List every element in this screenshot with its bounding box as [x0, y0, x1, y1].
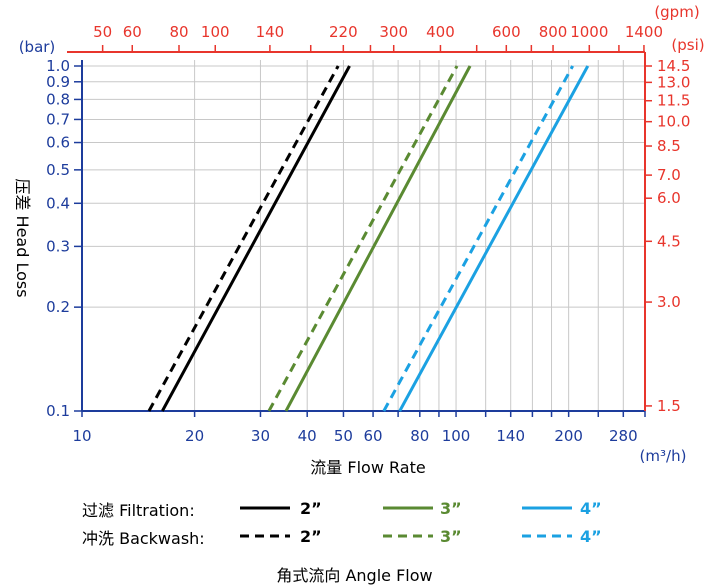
x-tick-label: 60: [364, 427, 383, 445]
right-tick-label: 7.0: [657, 166, 681, 184]
x-tick-label: 200: [554, 427, 583, 445]
legend-size-label: 2”: [300, 527, 322, 546]
x-tick-label: 20: [185, 427, 204, 445]
legend-size-label: 4”: [580, 527, 602, 546]
y-tick-label: 0.8: [46, 90, 70, 108]
x-tick-label: 30: [251, 427, 270, 445]
x-tick-label: 100: [442, 427, 471, 445]
top-tick-label: 1400: [625, 23, 663, 41]
series-line-4in-filtration: [398, 65, 590, 412]
x-tick-label: 40: [298, 427, 317, 445]
right-tick-label: 1.5: [657, 397, 681, 415]
top-tick-label: 220: [329, 23, 358, 41]
y-tick-label: 0.5: [46, 161, 70, 179]
x-tick-label: 280: [609, 427, 638, 445]
legend-size-label: 2”: [300, 499, 322, 518]
y-unit-label: (bar): [19, 38, 56, 56]
y-tick-label: 0.9: [46, 73, 70, 91]
x-tick-label: 80: [410, 427, 429, 445]
y-tick-label: 0.4: [46, 194, 70, 212]
y-tick-label: 0.2: [46, 298, 70, 316]
top-tick-label: 400: [426, 23, 455, 41]
right-tick-label: 8.5: [657, 137, 681, 155]
series-line-3in-backwash: [267, 65, 459, 412]
y-tick-label: 0.7: [46, 110, 70, 128]
legend-size-label: 3”: [440, 527, 462, 546]
legend-backwash-label: 冲洗 Backwash:: [82, 529, 205, 548]
right-tick-label: 11.5: [657, 92, 690, 110]
right-tick-label: 10.0: [657, 113, 690, 131]
top-tick-label: 50: [93, 23, 112, 41]
legend-size-label: 4”: [580, 499, 602, 518]
x-axis-title: 流量 Flow Rate: [310, 458, 425, 477]
y-tick-label: 0.1: [46, 402, 70, 420]
top-tick-label: 100: [201, 23, 230, 41]
y-tick-label: 0.3: [46, 237, 70, 255]
x-tick-label: 140: [496, 427, 525, 445]
x-tick-label: 10: [72, 427, 91, 445]
right-unit-label: (psi): [671, 36, 704, 54]
y-tick-label: 0.6: [46, 134, 70, 152]
series-line-4in-backwash: [382, 65, 574, 412]
legend-filtration-label: 过滤 Filtration:: [82, 501, 195, 520]
series-line-2in-filtration: [161, 65, 351, 412]
y-tick-label: 1.0: [46, 57, 70, 75]
top-tick-label: 140: [256, 23, 285, 41]
x-tick-label: 50: [334, 427, 353, 445]
x-unit-label: (m³/h): [640, 447, 687, 465]
right-tick-label: 6.0: [657, 189, 681, 207]
top-tick-label: 1000: [570, 23, 608, 41]
legend-size-label: 3”: [440, 499, 462, 518]
y-axis-title: 压差 Head Loss: [13, 178, 32, 297]
top-tick-label: 60: [123, 23, 142, 41]
series-line-3in-filtration: [284, 65, 472, 412]
top-tick-label: 80: [169, 23, 188, 41]
right-tick-label: 4.5: [657, 232, 681, 250]
top-tick-label: 600: [492, 23, 521, 41]
right-tick-label: 3.0: [657, 293, 681, 311]
top-unit-label: (gpm): [654, 3, 699, 21]
footer-title: 角式流向 Angle Flow: [276, 566, 433, 585]
top-tick-label: 300: [379, 23, 408, 41]
right-tick-label: 13.0: [657, 73, 690, 91]
right-tick-label: 14.5: [657, 57, 690, 75]
series-line-2in-backwash: [147, 65, 340, 412]
top-tick-label: 800: [539, 23, 568, 41]
